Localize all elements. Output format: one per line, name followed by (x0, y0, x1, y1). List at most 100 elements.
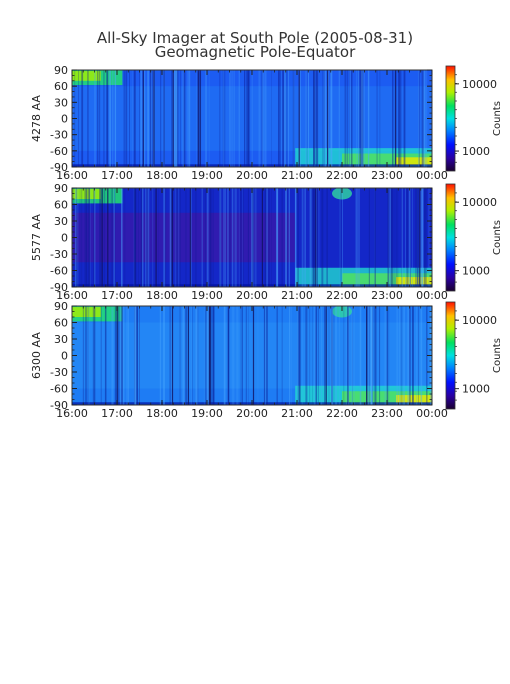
heatmap-streak (174, 70, 177, 167)
heatmap-streak (339, 306, 340, 405)
heatmap-streak (133, 188, 136, 287)
heatmap-streak (390, 188, 392, 287)
heatmap-streak (396, 306, 398, 405)
heatmap-bright-region (72, 71, 101, 81)
heatmap-streak (134, 188, 136, 287)
y-tick-label: 0 (61, 113, 68, 126)
heatmap-streak (234, 188, 236, 287)
x-tick-label: 21:00 (281, 289, 313, 302)
heatmap-streak (134, 306, 137, 405)
x-tick-label: 00:00 (416, 169, 448, 182)
heatmap-streak (228, 306, 230, 405)
heatmap-streak (374, 188, 376, 287)
heatmap-streak (318, 306, 319, 405)
heatmap-streak (298, 306, 301, 405)
x-tick-label: 23:00 (371, 407, 403, 420)
x-tick-label: 18:00 (146, 169, 178, 182)
heatmap-streak (222, 70, 225, 167)
y-tick-label: -30 (50, 129, 68, 142)
heatmap-streak (266, 188, 268, 287)
heatmap-streak (182, 70, 185, 167)
heatmap-streak (224, 70, 226, 167)
heatmap-streak (410, 188, 411, 287)
heatmap-streak (163, 70, 165, 167)
heatmap-streak (228, 306, 230, 405)
heatmap-streak (87, 70, 89, 167)
heatmap-streak (231, 188, 234, 287)
figure-title: All-Sky Imager at South Pole (2005-08-31… (97, 29, 413, 47)
heatmap-streak (313, 70, 315, 167)
heatmap-streak (114, 306, 117, 405)
heatmap-streak (117, 306, 120, 405)
heatmap-streak (104, 306, 107, 405)
heatmap-gap-line (394, 70, 397, 167)
heatmap-streak (197, 306, 199, 405)
heatmap-gap-line (171, 188, 173, 287)
heatmap-streak (179, 306, 181, 405)
heatmap-streak (298, 306, 300, 405)
heatmap-streak (284, 70, 286, 167)
heatmap-streak (163, 70, 165, 167)
heatmap-streak (121, 306, 124, 405)
heatmap-streak (163, 306, 165, 405)
heatmap-streak (184, 306, 186, 405)
heatmap-streak (125, 70, 128, 167)
heatmap-streak (159, 306, 161, 405)
heatmap-streak (147, 70, 149, 167)
heatmap-streak (376, 70, 378, 167)
heatmap-streak (92, 306, 95, 405)
heatmap-gap-line (171, 306, 174, 405)
heatmap-streak (213, 306, 215, 405)
heatmap-streak (134, 306, 135, 405)
heatmap-streak (152, 70, 154, 167)
heatmap-streak (302, 306, 303, 405)
heatmap-streak (223, 306, 226, 405)
heatmap-streak (182, 306, 185, 405)
heatmap-streak (311, 188, 313, 287)
heatmap-streak (395, 70, 397, 167)
heatmap-streak (100, 306, 102, 405)
heatmap-streak (292, 70, 295, 167)
y-axis-label: 6300 AA (30, 332, 43, 379)
heatmap-streak (246, 306, 248, 405)
heatmap-streak (112, 306, 114, 405)
heatmap-streak (392, 70, 394, 167)
heatmap-gap-line (261, 188, 263, 287)
heatmap-streak (315, 70, 317, 167)
heatmap-streak (284, 70, 286, 167)
heatmap-streak (412, 306, 414, 405)
heatmap-streak (89, 188, 91, 287)
heatmap-streak (359, 306, 361, 405)
heatmap-streak (147, 188, 150, 287)
heatmap-streak (233, 70, 235, 167)
heatmap-streak (407, 306, 409, 405)
heatmap-streak (134, 188, 135, 287)
heatmap-streak (246, 306, 248, 405)
heatmap-streak (219, 70, 221, 167)
x-tick-label: 20:00 (236, 289, 268, 302)
heatmap-band (72, 212, 296, 263)
heatmap-streak (120, 306, 122, 405)
heatmap-streak (205, 70, 207, 167)
x-tick-label: 16:00 (56, 169, 88, 182)
heatmap-streak (418, 306, 419, 405)
heatmap-streak (279, 70, 281, 167)
heatmap-streak (241, 306, 243, 405)
heatmap-streak (212, 306, 215, 405)
heatmap-streak (121, 188, 123, 287)
heatmap-streak (262, 70, 264, 167)
heatmap-gap-line (189, 188, 191, 287)
heatmap-streak (379, 306, 381, 405)
heatmap-streak (135, 188, 137, 287)
heatmap-streak (362, 70, 364, 167)
heatmap-streak (94, 70, 96, 167)
heatmap-streak (411, 188, 413, 287)
heatmap-streak (307, 70, 309, 167)
colorbar-tick-label: 1000 (462, 145, 490, 158)
heatmap-streak (338, 70, 340, 167)
heatmap-streak (347, 70, 349, 167)
heatmap-gap-line (298, 70, 300, 167)
heatmap-streak (367, 70, 370, 167)
